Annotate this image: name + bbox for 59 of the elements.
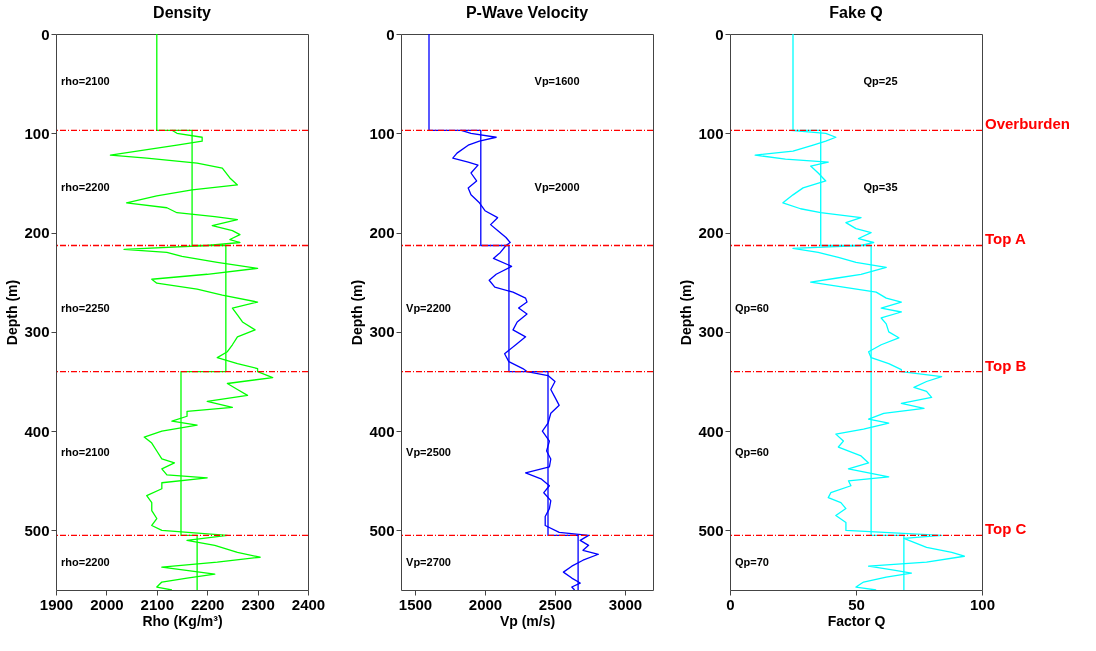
- y-tick-label: 100: [24, 124, 50, 142]
- annotation: Qp=60: [735, 301, 769, 314]
- chart-title: Density: [153, 4, 211, 21]
- y-tick-label: 300: [24, 323, 50, 341]
- y-tick-label: 200: [24, 224, 50, 242]
- x-tick-label: 1500: [398, 595, 433, 613]
- annotation: Qp=25: [863, 75, 898, 88]
- annotation: Vp=2500: [406, 446, 451, 459]
- y-axis-title: Depth (m): [678, 279, 695, 346]
- chart-title: P-Wave Velocity: [465, 4, 589, 21]
- annotation: Vp=1600: [534, 75, 580, 88]
- x-axis-title: Rho (Kg/m³): [142, 612, 223, 629]
- x-tick-label: 0: [726, 595, 735, 613]
- x-axis-title: Factor Q: [827, 612, 886, 629]
- x-tick-label: 2000: [468, 595, 503, 613]
- annotation: Vp=2700: [406, 555, 451, 568]
- y-tick-label: 200: [369, 224, 395, 242]
- annotation: Qp=35: [863, 180, 898, 193]
- x-tick-label: 2400: [291, 595, 326, 613]
- annotation: Qp=60: [735, 446, 769, 459]
- y-tick-label: 100: [698, 124, 724, 142]
- y-tick-label: 400: [24, 422, 50, 440]
- y-tick-label: 500: [24, 521, 50, 539]
- ref-line-label: Top C: [985, 520, 1027, 538]
- x-tick-label: 50: [848, 595, 865, 613]
- ref-line-label: Overburden: [985, 115, 1071, 133]
- x-axis-title: Vp (m/s): [499, 612, 556, 629]
- annotation: Qp=70: [735, 555, 769, 568]
- y-tick-label: 0: [41, 25, 50, 43]
- y-tick-label: 0: [386, 25, 395, 43]
- y-tick-label: 500: [369, 521, 395, 539]
- annotation: Vp=2000: [534, 180, 580, 193]
- ref-line-label: Top A: [985, 230, 1026, 248]
- annotation: rho=2200: [61, 180, 110, 193]
- y-tick-label: 100: [369, 124, 395, 142]
- y-tick-label: 400: [698, 422, 724, 440]
- x-tick-label: 2200: [191, 595, 225, 613]
- y-tick-label: 400: [369, 422, 395, 440]
- annotation: rho=2100: [61, 75, 110, 88]
- x-tick-label: 2500: [538, 595, 573, 613]
- ref-line-label: Top B: [985, 356, 1027, 374]
- y-tick-label: 500: [698, 521, 724, 539]
- y-tick-label: 300: [369, 323, 395, 341]
- annotation: rho=2200: [61, 555, 110, 568]
- x-tick-label: 100: [969, 595, 996, 613]
- y-tick-label: 300: [698, 323, 724, 341]
- y-axis-title: Depth (m): [4, 279, 21, 346]
- y-tick-label: 0: [715, 25, 724, 43]
- annotation: rho=2250: [61, 301, 110, 314]
- y-tick-label: 200: [698, 224, 724, 242]
- chart-title: Fake Q: [829, 4, 883, 21]
- x-tick-label: 2000: [90, 595, 124, 613]
- annotation: Vp=2200: [406, 301, 451, 314]
- x-tick-label: 1900: [39, 595, 74, 613]
- x-tick-label: 3000: [608, 595, 643, 613]
- x-tick-label: 2100: [140, 595, 174, 613]
- y-axis-title: Depth (m): [349, 279, 366, 346]
- annotation: rho=2100: [61, 446, 110, 459]
- x-tick-label: 2300: [241, 595, 275, 613]
